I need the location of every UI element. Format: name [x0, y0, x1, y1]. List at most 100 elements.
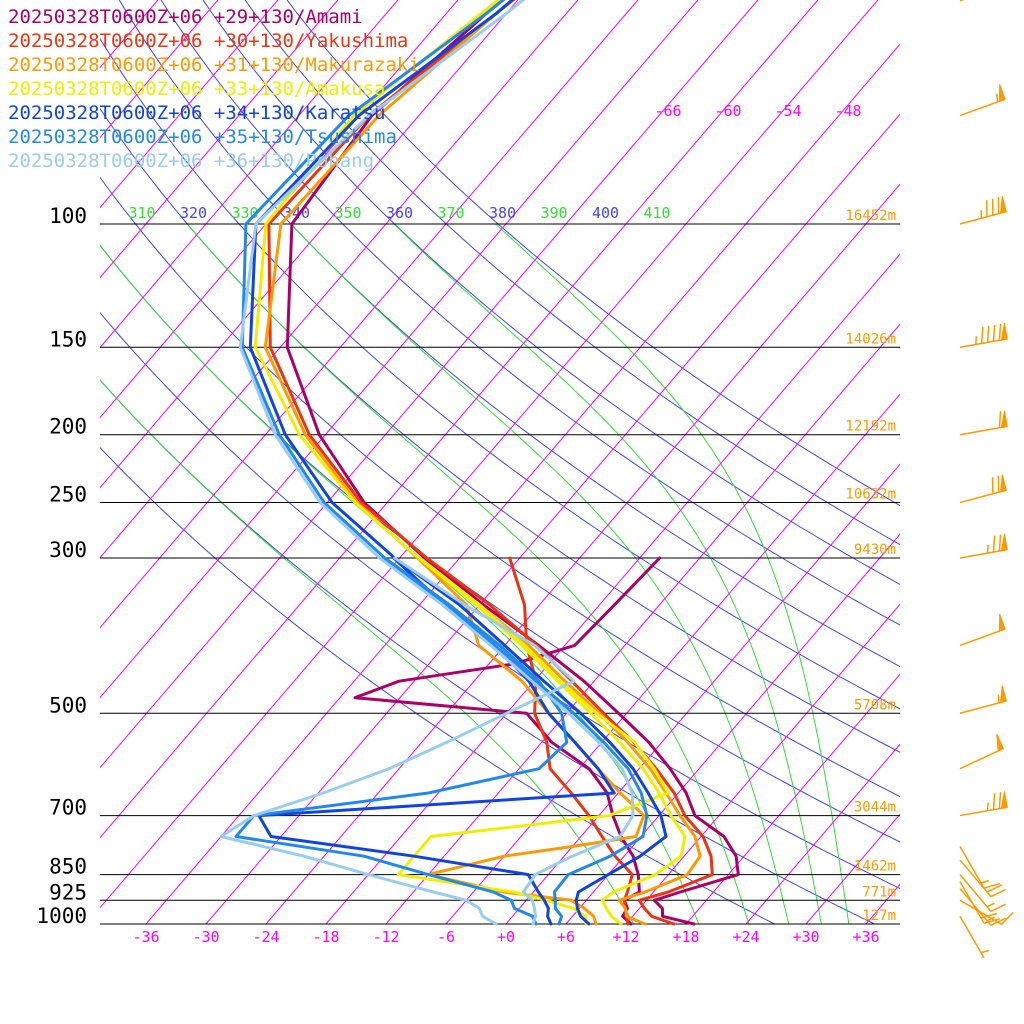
wind-barb-staff	[959, 425, 1008, 436]
legend: 20250328T0600Z+06 +29+130/Amami20250328T…	[8, 6, 420, 172]
isotherm-line	[685, 673, 900, 924]
pressure-label: 150	[49, 327, 87, 351]
temperature-tick-label: -30	[192, 928, 219, 946]
legend-entry: 20250328T0600Z+06 +35+130/Tsushima	[8, 126, 397, 148]
dewpoint-line	[353, 556, 662, 926]
isotherm-line	[100, 0, 759, 769]
wind-barb-staff	[959, 628, 1006, 647]
height-labels: 16452m 14026m 12192m 10632m 9430m 5708m 3044m 1…	[845, 208, 896, 924]
wind-barb-feather	[998, 534, 1002, 552]
wind-barb-pennant	[1000, 323, 1008, 341]
wind-barb-staff	[959, 915, 985, 959]
wind-barb-pennant	[1000, 474, 1007, 493]
wind-barb-staff	[959, 0, 965, 2]
height-label: 16452m	[845, 208, 896, 224]
isotherm-line	[100, 0, 279, 209]
wind-barb-feather	[980, 326, 984, 344]
isotherm-line	[385, 323, 900, 924]
isotherm-line	[145, 43, 900, 924]
pressure-label: 500	[49, 693, 87, 717]
wind-barb	[959, 323, 1008, 349]
wind-barb-half-feather	[980, 879, 990, 884]
isotherm-line	[805, 813, 900, 924]
temperature-tick-label: +0	[497, 928, 515, 946]
moist-adiabat-line	[100, 379, 635, 924]
upper-temperature-label: -48	[834, 102, 861, 120]
theta-label: 380	[489, 204, 516, 222]
wind-barb-half-feather	[986, 544, 989, 554]
wind-barb-feather	[998, 323, 1002, 341]
isotherm-line	[445, 393, 900, 924]
isotherm-line	[100, 0, 699, 699]
wind-barb-half-feather	[986, 902, 995, 908]
wind-barb-half-feather	[986, 802, 989, 811]
wind-barb-feather	[992, 793, 996, 810]
wind-barb-pennant	[1000, 791, 1008, 809]
wind-barb-pennant	[1000, 410, 1008, 429]
wind-barb	[959, 613, 1006, 647]
wind-barb	[959, 733, 1005, 770]
dry-adiabat-line	[286, 0, 900, 507]
isotherm-line	[745, 743, 900, 924]
temperature-tick-label: +18	[672, 928, 699, 946]
wind-barb	[959, 83, 1006, 117]
isotherm-line	[100, 0, 519, 489]
theta-label: 410	[643, 204, 670, 222]
wind-barb-staff	[959, 859, 992, 898]
wind-barb-staff	[959, 874, 992, 912]
wind-barb-staff	[959, 700, 1007, 715]
height-label: 127m	[862, 908, 896, 924]
theta-label: 400	[592, 204, 619, 222]
isobars	[100, 223, 900, 925]
dry-adiabat-line	[100, 107, 900, 753]
wind-barb-feather	[990, 903, 1007, 913]
wind-barb	[959, 685, 1007, 715]
wind-barb	[959, 899, 1014, 925]
wind-barb-staff	[959, 747, 1004, 770]
dry-adiabat-line	[244, 0, 900, 546]
upper-temperature-label: -66	[654, 102, 681, 120]
pressure-label: 925	[49, 880, 87, 904]
height-label: 10632m	[845, 487, 896, 503]
pressure-label: 200	[49, 415, 87, 439]
height-label: 5708m	[854, 697, 896, 713]
sounding-profiles	[219, 0, 740, 926]
upper-temperature-label: -54	[774, 102, 801, 120]
temperature-line	[285, 0, 740, 926]
wind-barb	[959, 874, 1007, 913]
wind-barb-staff	[959, 489, 1007, 504]
isotherm-line	[865, 883, 900, 924]
wind-barb-half-feather	[995, 93, 999, 102]
pressure-label: 700	[49, 796, 87, 820]
wind-barb	[959, 533, 1008, 559]
pressure-label: 850	[49, 855, 87, 879]
wind-barb-half-feather	[975, 336, 978, 345]
wind-barb-feather	[992, 324, 996, 342]
isotherm-line	[100, 0, 579, 559]
isotherm-line	[265, 183, 900, 924]
temperature-tick-label: -18	[312, 928, 339, 946]
wind-barb-staff	[959, 888, 992, 926]
pressure-label: 300	[49, 538, 87, 562]
temperature-tick-label: +30	[792, 928, 819, 946]
moist-adiabat-line	[290, 223, 790, 924]
dry-adiabat-line	[202, 0, 900, 585]
wind-barb-staff	[959, 338, 1008, 349]
upper-temperature-labels: -66 -60 -54 -48	[654, 102, 861, 120]
dewpoint-line	[416, 556, 646, 926]
temperature-tick-label: -24	[252, 928, 279, 946]
wind-barb	[959, 474, 1007, 504]
isotherm-line	[100, 0, 879, 909]
temperature-axis: -36 -30 -24 -18 -12 -6 +0 +6 +12 +18 +24 +30 +36	[132, 928, 879, 946]
theta-label: 350	[334, 204, 361, 222]
legend-entry: 20250328T0600Z+06 +33+130/Amakusa	[8, 78, 386, 100]
height-label: 3044m	[854, 800, 896, 816]
wind-barb-staff	[959, 548, 1008, 559]
height-label: 771m	[862, 884, 896, 900]
temperature-line	[253, 0, 687, 926]
wind-barb-feather	[998, 411, 1002, 428]
legend-entry: 20250328T0600Z+06 +30+130/Yakushima	[8, 30, 408, 52]
pressure-label: 100	[49, 204, 87, 228]
pressure-label: 250	[49, 483, 87, 507]
